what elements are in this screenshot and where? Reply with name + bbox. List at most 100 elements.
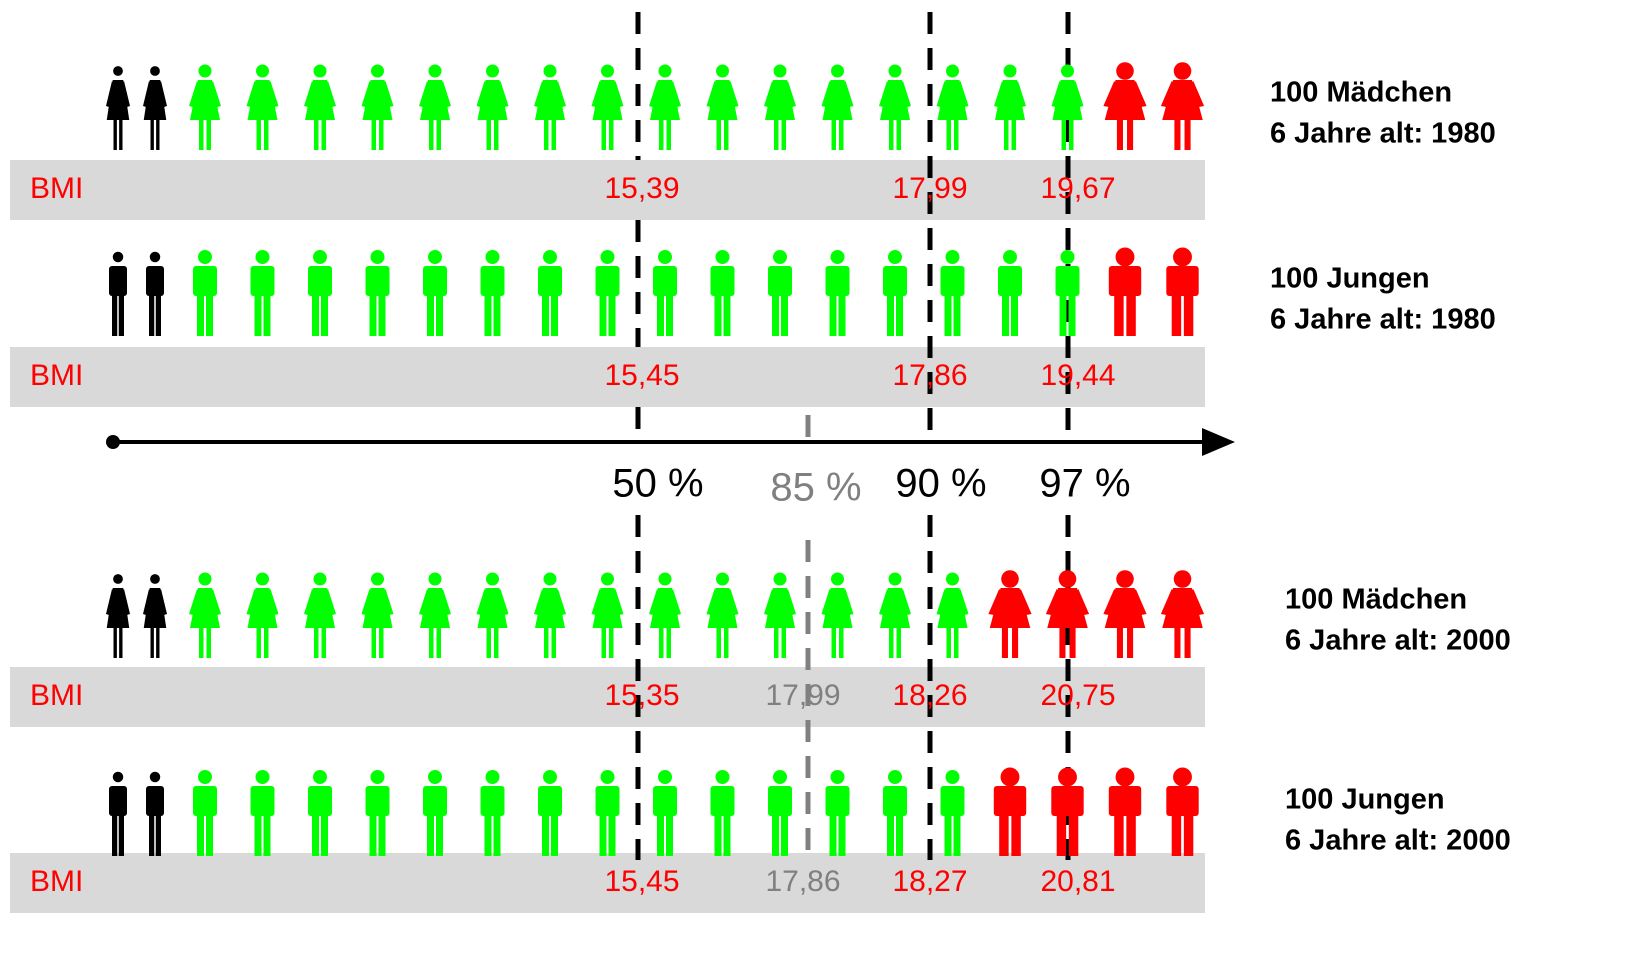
bmi-value: 20,81 — [1040, 865, 1115, 898]
head — [428, 64, 442, 78]
bmi-value: 15,39 — [604, 172, 679, 205]
arms — [988, 589, 1032, 615]
leg — [944, 294, 952, 336]
bmi-bar — [10, 347, 1205, 407]
leg — [657, 294, 664, 336]
percentile-label: 97 % — [1039, 462, 1130, 506]
leg — [714, 814, 722, 856]
leg — [839, 119, 844, 150]
arms — [879, 589, 911, 615]
girl-figure — [649, 572, 681, 658]
leg — [666, 294, 673, 336]
arms — [936, 589, 969, 615]
arms — [106, 589, 130, 615]
torso — [653, 786, 677, 816]
torso — [365, 266, 390, 296]
arms — [821, 589, 854, 615]
boy-figure — [1166, 767, 1199, 856]
leg — [378, 814, 386, 856]
leg — [944, 814, 952, 856]
torso — [768, 266, 792, 296]
leg — [716, 627, 721, 658]
leg — [1114, 294, 1124, 336]
leg — [314, 119, 319, 150]
boy-figure — [1051, 767, 1084, 856]
leg — [263, 814, 271, 856]
leg — [774, 627, 779, 658]
head — [543, 250, 557, 264]
arms — [1160, 589, 1205, 615]
head — [773, 250, 787, 264]
head — [888, 64, 902, 78]
boy-figure — [423, 770, 447, 856]
girl-figure — [189, 572, 221, 658]
head — [773, 64, 787, 78]
head — [149, 771, 161, 783]
row-title: 100 Mädchen — [1270, 77, 1452, 109]
leg — [1174, 119, 1181, 150]
arms — [419, 81, 451, 107]
boy-figure — [250, 770, 275, 856]
bmi-value: 19,67 — [1040, 172, 1115, 205]
leg — [659, 119, 664, 150]
head — [601, 64, 614, 78]
head — [600, 250, 615, 264]
boy-figure — [595, 250, 620, 336]
leg — [206, 627, 211, 658]
torso — [940, 266, 965, 296]
leg — [206, 294, 213, 336]
girl-figure — [361, 572, 394, 658]
leg — [484, 294, 492, 336]
torso — [1108, 266, 1142, 296]
leg — [1059, 627, 1066, 658]
leg — [436, 294, 443, 336]
arms — [246, 589, 279, 615]
arms — [143, 589, 167, 615]
leg — [831, 627, 836, 658]
percentile-label: 90 % — [895, 462, 986, 506]
boy-figure — [480, 250, 505, 336]
leg — [256, 119, 261, 150]
head — [113, 574, 123, 584]
head — [198, 64, 212, 78]
leg — [436, 814, 443, 856]
boy-figure — [423, 250, 447, 336]
girl-figure — [304, 572, 336, 658]
leg — [829, 294, 837, 336]
leg — [896, 814, 903, 856]
head — [658, 572, 672, 586]
arms — [1160, 81, 1205, 107]
bmi-value: 15,45 — [604, 865, 679, 898]
leg — [1069, 119, 1074, 150]
girl-figure — [591, 64, 624, 150]
boy-figure — [308, 250, 332, 336]
arms — [1103, 589, 1147, 615]
head — [313, 250, 327, 264]
arms — [764, 589, 796, 615]
leg — [484, 814, 492, 856]
leg — [829, 814, 837, 856]
percentile-label: 50 % — [612, 462, 703, 506]
leg — [1011, 294, 1018, 336]
leg — [1068, 294, 1076, 336]
torso — [993, 786, 1027, 816]
leg — [119, 119, 123, 150]
leg — [839, 627, 844, 658]
arms — [106, 81, 130, 107]
leg — [887, 294, 894, 336]
leg — [551, 627, 556, 658]
head — [715, 770, 730, 784]
torso — [1166, 266, 1199, 296]
head — [715, 250, 730, 264]
leg — [314, 627, 319, 658]
arms — [1051, 81, 1084, 107]
torso — [940, 786, 965, 816]
boy-figure — [480, 770, 505, 856]
bmi-value: 17,86 — [765, 865, 840, 898]
percentile-label: 85 % — [770, 466, 861, 510]
leg — [379, 119, 384, 150]
leg — [1127, 627, 1134, 658]
leg — [118, 814, 124, 856]
boy-figure — [595, 770, 620, 856]
torso — [146, 786, 164, 816]
